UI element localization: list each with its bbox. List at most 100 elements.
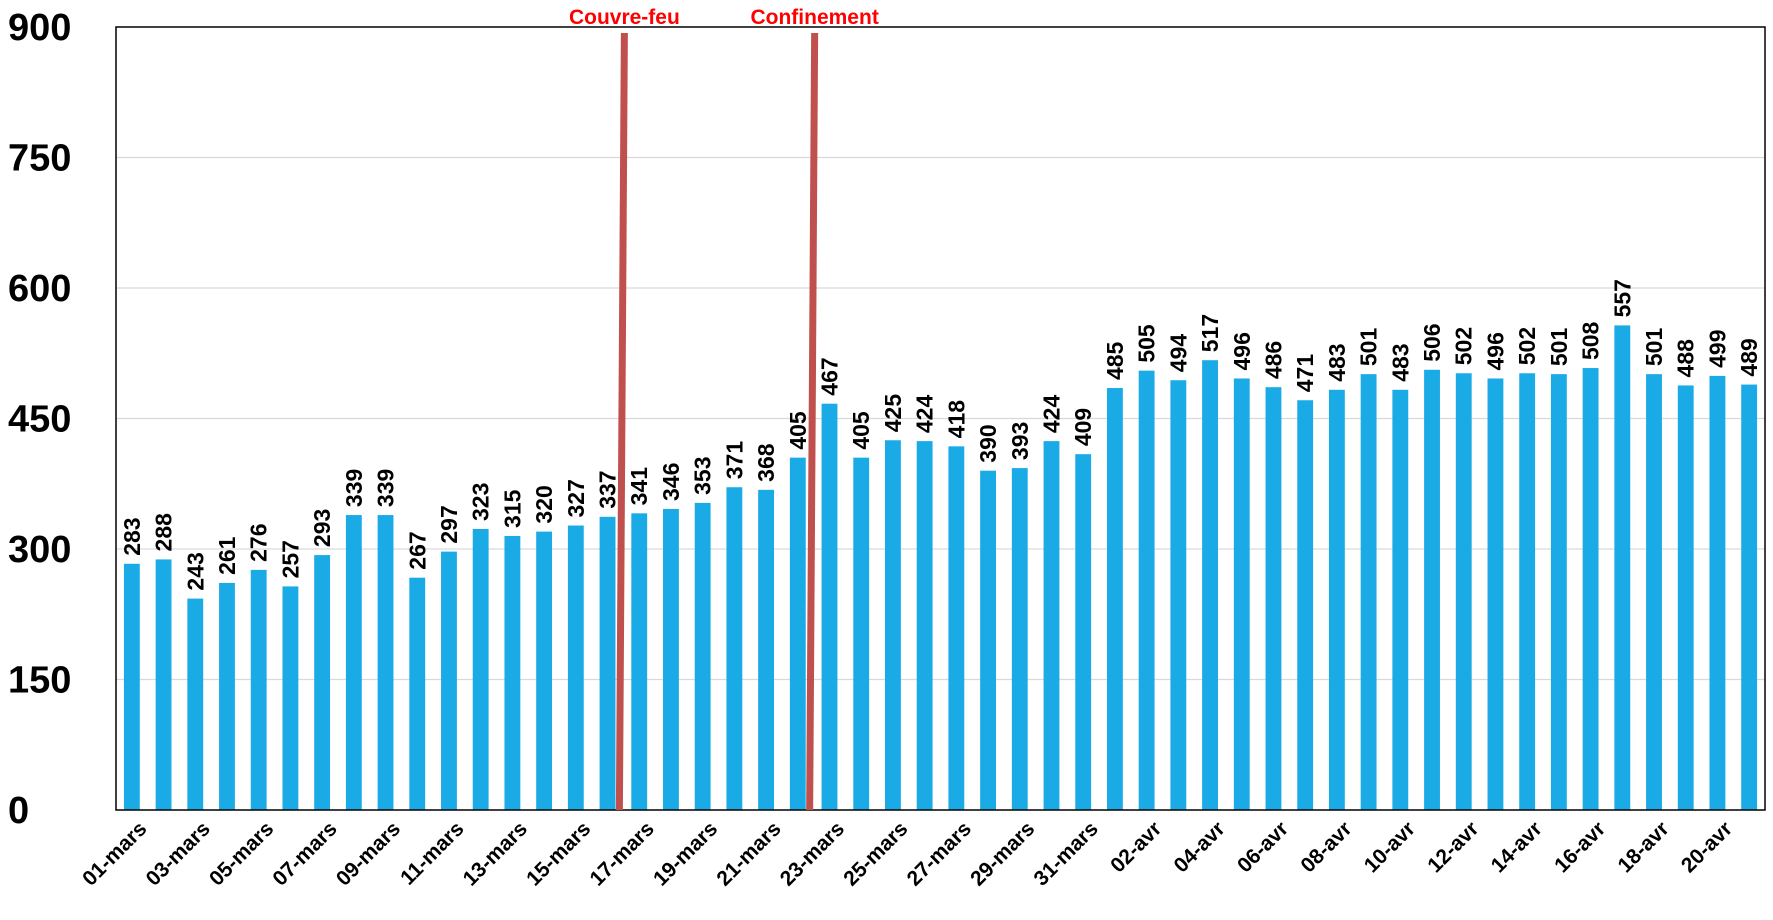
data-label: 339 [373,469,399,507]
data-label: 425 [880,394,906,433]
y-tick-label: 900 [8,7,71,49]
bar [980,470,996,810]
data-label: 371 [721,441,747,480]
bar [536,531,553,810]
data-label: 261 [214,536,240,575]
data-label: 496 [1229,332,1255,370]
bar [821,403,838,810]
bar [663,508,679,810]
data-label: 496 [1482,332,1508,370]
bar [1677,385,1694,810]
bar [377,515,394,810]
bar [567,525,584,810]
bar [599,516,616,810]
x-tick-label: 17-mars [586,817,659,890]
data-label: 393 [1007,422,1033,460]
data-label: 243 [182,552,208,590]
bar [1170,380,1187,810]
data-label: 293 [309,509,335,547]
data-label: 297 [436,505,462,543]
bars [123,325,1758,810]
plot-area-border [115,26,1766,811]
bar [1297,400,1314,810]
bar [409,577,426,810]
data-label: 502 [1514,327,1540,365]
data-label: 409 [1070,408,1096,446]
data-label: 267 [404,531,430,569]
bar [1614,325,1631,810]
x-tick-label: 10-avr [1360,817,1420,877]
x-tick-label: 21-mars [712,817,785,890]
bar [758,489,775,810]
data-label: 501 [1356,328,1382,367]
event-markers: Couvre-feu Confinement [569,6,879,811]
bar [123,563,140,810]
y-tick-label: 750 [8,138,71,180]
bar [694,502,711,810]
bar [1392,389,1409,810]
x-tick-label: 31-mars [1030,817,1103,890]
bar [853,457,870,810]
x-tick-label: 25-mars [839,817,912,890]
x-tick-label: 18-avr [1614,817,1674,877]
x-tick-label: 12-avr [1423,817,1483,877]
bar [631,513,648,810]
x-tick-label: 15-mars [522,817,595,890]
bar [1043,441,1060,810]
data-label: 346 [658,463,684,501]
data-label: 283 [119,517,145,555]
data-label: 341 [626,467,652,506]
x-tick-label: 09-mars [332,817,405,890]
data-label: 501 [1546,328,1572,367]
event-marker-label: Confinement [750,6,878,29]
bar [1519,373,1536,810]
x-tick-label: 02-avr [1106,817,1166,877]
bar [219,582,235,810]
x-tick-label: 11-mars [396,817,468,889]
data-label: 505 [1134,324,1160,363]
data-label: 517 [1197,314,1223,352]
bar [282,586,299,810]
data-label: 390 [975,424,1001,462]
bar [1011,468,1028,810]
data-label: 488 [1673,339,1699,378]
x-tick-label: 05-mars [205,817,278,890]
bar [1646,374,1662,810]
data-label: 405 [848,411,874,450]
x-tick-label: 08-avr [1296,817,1356,877]
bar [1075,454,1092,810]
bar [250,569,267,810]
bar [1741,384,1758,810]
gridlines [116,156,1765,681]
data-label: 557 [1609,279,1635,317]
bar [916,441,933,810]
bar [441,551,457,810]
x-tick-label: 29-mars [966,817,1039,890]
x-tick-label: 14-avr [1487,817,1547,877]
event-marker-label: Couvre-feu [569,6,680,29]
bar [472,528,489,810]
data-label: 368 [753,443,779,482]
data-label: 485 [1102,341,1128,380]
y-tick-label: 0 [8,790,29,832]
data-label: 418 [943,400,969,439]
bar [1360,374,1377,810]
x-tick-label: 06-avr [1233,817,1293,877]
bar [726,487,743,810]
data-label: 337 [595,470,621,508]
data-label: 276 [246,524,272,562]
data-label: 499 [1704,329,1730,367]
data-label: 405 [785,411,811,450]
data-label: 467 [817,357,843,395]
data-label: 494 [1165,334,1191,373]
bar [504,535,521,810]
x-tick-label: 01-mars [78,817,151,890]
data-label: 424 [1038,395,1064,434]
data-label: 288 [151,513,177,552]
data-label: 471 [1292,354,1318,393]
x-tick-label: 04-avr [1170,817,1230,877]
data-label: 353 [690,457,716,495]
data-label: 323 [468,483,494,521]
